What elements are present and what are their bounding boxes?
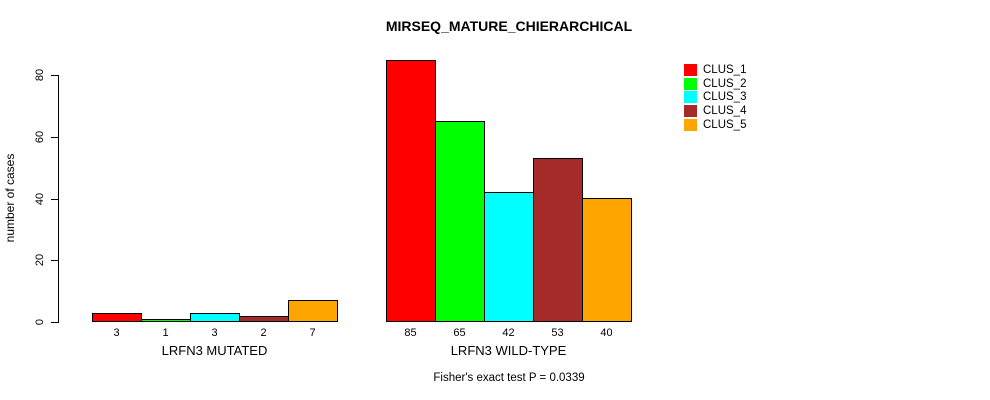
bar bbox=[484, 192, 534, 322]
bar bbox=[141, 319, 191, 322]
bar bbox=[288, 300, 338, 322]
legend-item: CLUS_2 bbox=[684, 77, 746, 91]
group-label: LRFN3 MUTATED bbox=[161, 343, 268, 358]
y-axis-line bbox=[58, 75, 59, 323]
bar-value-label: 53 bbox=[551, 327, 564, 339]
legend-swatch bbox=[684, 91, 697, 104]
legend-label: CLUS_3 bbox=[703, 91, 747, 104]
bar bbox=[386, 60, 436, 322]
legend-swatch bbox=[684, 104, 697, 117]
bar bbox=[92, 313, 142, 322]
legend-label: CLUS_5 bbox=[703, 118, 747, 131]
bar bbox=[239, 316, 289, 322]
y-tick bbox=[51, 260, 58, 262]
y-tick bbox=[51, 75, 58, 76]
bar-value-label: 40 bbox=[600, 327, 613, 339]
footer-caption: Fisher's exact test P = 0.0339 bbox=[433, 372, 585, 384]
legend-label: CLUS_1 bbox=[703, 63, 747, 76]
y-tick-label: 40 bbox=[34, 192, 46, 205]
y-tick bbox=[51, 136, 58, 138]
legend-swatch bbox=[684, 77, 697, 90]
bar-value-label: 7 bbox=[309, 327, 316, 339]
y-tick-label: 80 bbox=[34, 68, 46, 82]
legend-item: CLUS_4 bbox=[684, 104, 746, 118]
y-tick-label: 20 bbox=[34, 254, 46, 267]
bar bbox=[190, 313, 240, 322]
y-tick bbox=[51, 198, 58, 200]
bar-value-label: 2 bbox=[260, 327, 267, 339]
bar-value-label: 65 bbox=[453, 327, 466, 339]
legend-label: CLUS_4 bbox=[703, 104, 747, 117]
bar-value-label: 3 bbox=[211, 327, 218, 339]
legend: CLUS_1 CLUS_2 CLUS_3 CLUS_4 CLUS_5 bbox=[684, 63, 746, 131]
legend-label: CLUS_2 bbox=[703, 77, 747, 90]
y-tick bbox=[51, 322, 58, 323]
y-tick-label: 0 bbox=[34, 318, 46, 326]
group-label: LRFN3 WILD-TYPE bbox=[450, 343, 567, 358]
chart-title: MIRSEQ_MATURE_CHIERARCHICAL bbox=[385, 18, 633, 34]
bar bbox=[435, 121, 485, 322]
bar bbox=[582, 198, 632, 322]
bar-value-label: 42 bbox=[502, 327, 515, 339]
y-axis-label: number of cases bbox=[3, 153, 17, 243]
legend-item: CLUS_1 bbox=[684, 63, 746, 77]
legend-item: CLUS_5 bbox=[684, 118, 746, 132]
bar-value-label: 85 bbox=[404, 327, 417, 339]
bar-value-label: 3 bbox=[113, 327, 120, 339]
legend-item: CLUS_3 bbox=[684, 90, 746, 104]
legend-swatch bbox=[684, 63, 697, 76]
bar bbox=[533, 158, 583, 322]
y-tick-label: 60 bbox=[34, 130, 46, 143]
legend-swatch bbox=[684, 118, 697, 131]
bar-value-label: 1 bbox=[162, 327, 169, 339]
